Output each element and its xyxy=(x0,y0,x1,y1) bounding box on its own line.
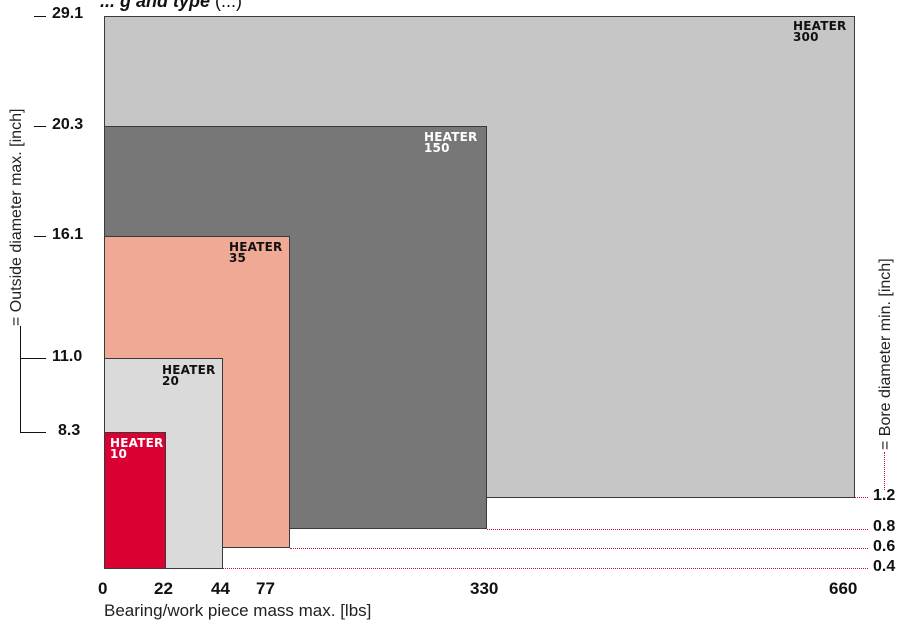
ytick-line-29-1 xyxy=(34,16,46,17)
ytick-8-3: 8.3 xyxy=(58,422,81,439)
y-axis-left-label: = Outside diameter max. [inch] xyxy=(8,108,25,326)
heater-20-label: HEATER 20 xyxy=(162,363,216,388)
ytick-line-20-3 xyxy=(34,126,46,127)
ytick-20-3: 20.3 xyxy=(52,116,84,133)
ytick-16-1: 16.1 xyxy=(52,226,84,243)
heater-300-label: HEATER 300 xyxy=(793,19,847,44)
bore-line-0-6 xyxy=(290,548,868,549)
bore-line-1-2 xyxy=(855,497,868,498)
ytick-line-8-3 xyxy=(20,432,46,433)
bore-line-0-4 xyxy=(223,568,868,569)
rtick-0-8: 0.8 xyxy=(873,518,896,535)
xtick-660: 660 xyxy=(829,579,858,598)
chart-title-tail: (...) xyxy=(215,0,243,11)
chart-title-text: ... g and type xyxy=(100,0,211,11)
bore-label-leader xyxy=(884,452,885,490)
heater-10-area xyxy=(104,432,166,569)
rtick-0-4: 0.4 xyxy=(873,558,896,575)
heater-10-label: HEATER 10 xyxy=(110,436,164,461)
xtick-77: 77 xyxy=(256,579,275,598)
ytick-line-16-1 xyxy=(34,236,46,237)
xtick-44: 44 xyxy=(211,579,230,598)
chart-title: ... g and type (...) xyxy=(100,0,242,12)
xtick-330: 330 xyxy=(470,579,499,598)
heater-35-label: HEATER 35 xyxy=(229,240,283,265)
bore-line-0-8 xyxy=(487,529,868,530)
left-axis-bracket xyxy=(20,326,21,433)
x-axis-label: Bearing/work piece mass max. [lbs] xyxy=(104,601,372,620)
xtick-0: 0 xyxy=(98,579,108,598)
y-axis-right-label: = Bore diameter min. [inch] xyxy=(877,258,894,450)
ytick-11-0: 11.0 xyxy=(52,348,83,365)
rtick-1-2: 1.2 xyxy=(873,487,896,504)
ytick-29-1: 29.1 xyxy=(52,5,84,22)
heater-150-label: HEATER 150 xyxy=(424,130,478,155)
ytick-line-11-0 xyxy=(20,358,46,359)
rtick-0-6: 0.6 xyxy=(873,538,896,555)
xtick-22: 22 xyxy=(154,579,173,598)
